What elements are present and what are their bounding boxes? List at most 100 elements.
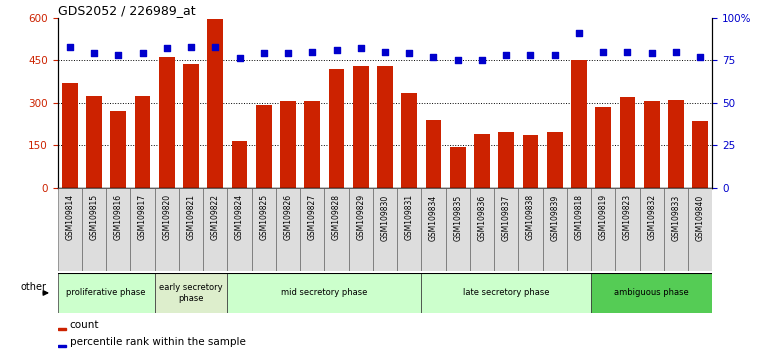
Point — [670, 49, 682, 55]
Point — [524, 52, 537, 58]
Bar — [110, 111, 126, 188]
Bar — [329, 69, 344, 188]
Bar — [58, 273, 155, 313]
Text: percentile rank within the sample: percentile rank within the sample — [69, 337, 246, 347]
Text: other: other — [20, 282, 46, 292]
Bar — [252, 188, 276, 271]
Text: GSM109835: GSM109835 — [454, 194, 462, 240]
Bar — [155, 188, 179, 271]
Bar — [130, 188, 155, 271]
Bar — [82, 188, 106, 271]
Text: GSM109829: GSM109829 — [357, 194, 365, 240]
Bar — [58, 328, 65, 330]
Bar — [474, 134, 490, 188]
Text: GSM109831: GSM109831 — [405, 194, 413, 240]
Point — [451, 57, 464, 63]
Point — [379, 49, 391, 55]
Text: GSM109827: GSM109827 — [308, 194, 316, 240]
Point — [500, 52, 512, 58]
Point — [233, 56, 246, 61]
Bar — [595, 107, 611, 188]
Bar — [179, 188, 203, 271]
Bar — [668, 100, 684, 188]
Bar — [280, 101, 296, 188]
Text: GSM109824: GSM109824 — [235, 194, 244, 240]
Text: GSM109819: GSM109819 — [598, 194, 608, 240]
Text: GSM109828: GSM109828 — [332, 194, 341, 240]
Bar — [518, 188, 543, 271]
Text: count: count — [69, 320, 99, 330]
Text: GSM109826: GSM109826 — [283, 194, 293, 240]
Text: GSM109820: GSM109820 — [162, 194, 172, 240]
Text: GSM109832: GSM109832 — [647, 194, 656, 240]
Point — [185, 44, 197, 50]
Bar — [377, 66, 393, 188]
Bar — [498, 132, 514, 188]
Point — [209, 44, 222, 50]
Text: GSM109837: GSM109837 — [502, 194, 511, 240]
Point — [403, 51, 415, 56]
Point — [476, 57, 488, 63]
Bar — [615, 188, 640, 271]
Text: GDS2052 / 226989_at: GDS2052 / 226989_at — [58, 4, 196, 17]
Point — [282, 51, 294, 56]
Bar — [567, 188, 591, 271]
Bar — [470, 188, 494, 271]
Bar — [304, 101, 320, 188]
Point — [64, 44, 76, 50]
Bar — [232, 141, 247, 188]
Bar — [543, 188, 567, 271]
Point — [136, 51, 149, 56]
Text: GSM109818: GSM109818 — [574, 194, 584, 240]
Text: early secretory
phase: early secretory phase — [159, 283, 223, 303]
Text: GSM109839: GSM109839 — [551, 194, 559, 240]
Point — [645, 51, 658, 56]
Bar — [591, 273, 712, 313]
Text: GSM109823: GSM109823 — [623, 194, 632, 240]
Bar — [373, 188, 397, 271]
Bar — [349, 188, 373, 271]
Bar — [300, 188, 324, 271]
Point — [427, 54, 440, 59]
Bar — [446, 188, 470, 271]
Bar — [450, 147, 466, 188]
Bar — [421, 188, 446, 271]
Text: GSM109821: GSM109821 — [186, 194, 196, 240]
Text: proliferative phase: proliferative phase — [66, 289, 146, 297]
Point — [88, 51, 100, 56]
Bar — [421, 273, 591, 313]
Bar — [58, 188, 82, 271]
Bar — [155, 273, 227, 313]
Text: GSM109817: GSM109817 — [138, 194, 147, 240]
Text: late secretory phase: late secretory phase — [463, 289, 550, 297]
Bar — [203, 188, 227, 271]
Text: GSM109825: GSM109825 — [259, 194, 268, 240]
Bar — [571, 60, 587, 188]
Point — [548, 52, 561, 58]
Bar — [688, 188, 712, 271]
Text: GSM109815: GSM109815 — [89, 194, 99, 240]
Point — [621, 49, 634, 55]
Bar — [692, 121, 708, 188]
Text: GSM109838: GSM109838 — [526, 194, 535, 240]
Point — [306, 49, 319, 55]
Text: GSM109836: GSM109836 — [477, 194, 487, 240]
Point — [597, 49, 609, 55]
Bar — [426, 120, 441, 188]
Text: GSM109816: GSM109816 — [114, 194, 123, 240]
Point — [573, 30, 585, 36]
Bar — [207, 19, 223, 188]
Bar — [58, 345, 65, 347]
Point — [112, 52, 125, 58]
Bar — [547, 132, 563, 188]
Bar — [664, 188, 688, 271]
Bar — [276, 188, 300, 271]
Point — [694, 54, 706, 59]
Text: GSM109814: GSM109814 — [65, 194, 75, 240]
Text: GSM109840: GSM109840 — [695, 194, 705, 240]
Point — [161, 45, 173, 51]
Point — [355, 45, 367, 51]
Bar — [159, 57, 175, 188]
Bar — [353, 66, 369, 188]
Text: GSM109834: GSM109834 — [429, 194, 438, 240]
